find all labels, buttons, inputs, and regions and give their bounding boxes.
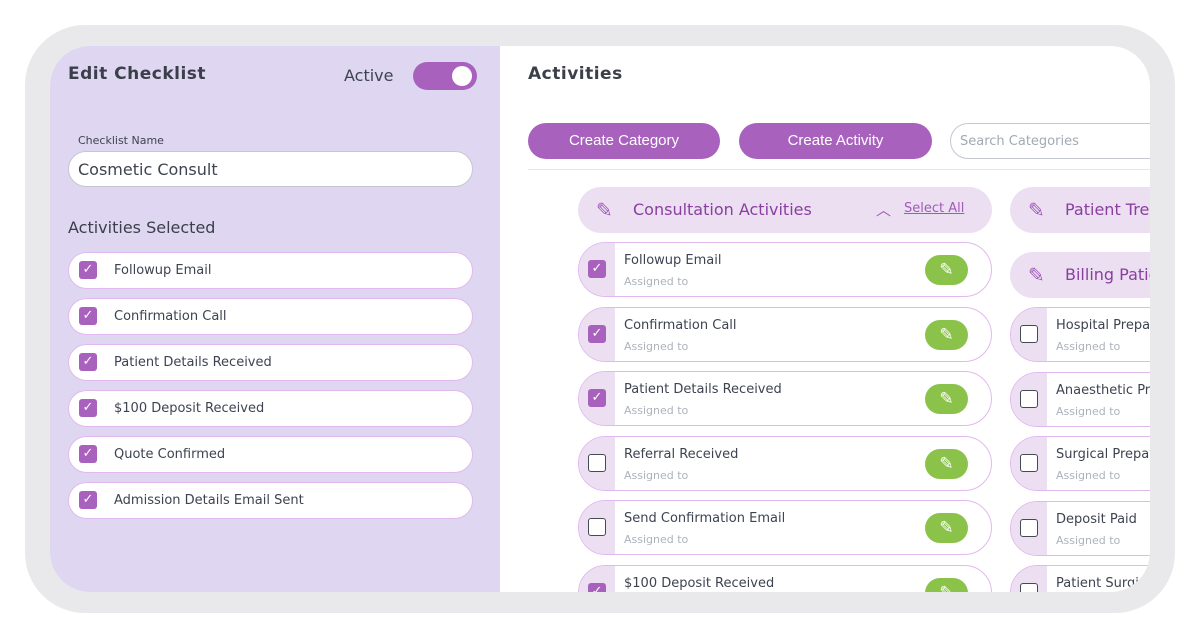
selected-activity-label: $100 Deposit Received — [114, 401, 265, 416]
edit-pencil-icon[interactable]: ✎ — [925, 384, 968, 414]
pencil-icon[interactable]: ✎ — [596, 198, 613, 222]
category-header[interactable]: ✎ Consultation Activities ︿ Select All — [578, 187, 992, 233]
divider — [528, 169, 1150, 170]
activity-row[interactable]: Deposit Paid Assigned to — [1010, 500, 1150, 556]
assigned-to-label: Assigned to — [624, 404, 689, 417]
category-header[interactable]: ✎ Patient Treatment — [1010, 187, 1150, 233]
select-all-link[interactable]: Select All — [904, 201, 965, 216]
active-label: Active — [344, 66, 394, 85]
assigned-to-label: Assigned to — [1056, 469, 1121, 482]
checkbox-checked-icon[interactable]: ✓ — [79, 307, 97, 325]
checkbox-checked-icon[interactable]: ✓ — [588, 324, 606, 343]
edit-pencil-icon[interactable]: ✎ — [925, 319, 968, 350]
checkbox-checked-icon[interactable]: ✓ — [79, 491, 97, 509]
activity-name: Send Confirmation Email — [624, 511, 786, 526]
activity-row[interactable]: Send Confirmation Email Assigned to ✎ — [578, 500, 992, 555]
checkbox-unchecked-icon[interactable] — [1020, 389, 1038, 408]
assigned-to-label: Assigned to — [1056, 533, 1121, 547]
create-activity-button[interactable]: Create Activity — [739, 123, 932, 159]
checkbox-checked-icon[interactable]: ✓ — [79, 353, 97, 371]
activities-title: Activities — [528, 64, 623, 84]
checkbox-checked-icon[interactable]: ✓ — [79, 445, 97, 463]
selected-activity-item[interactable]: ✓ Patient Details Received — [68, 344, 473, 381]
selected-activity-label: Admission Details Email Sent — [114, 493, 304, 508]
assigned-to-label: Assigned to — [1056, 404, 1121, 418]
assigned-to-label: Assigned to — [624, 468, 689, 482]
selected-activity-label: Followup Email — [114, 263, 212, 278]
selected-activity-item[interactable]: ✓ Confirmation Call — [68, 298, 473, 335]
create-category-button[interactable]: Create Category — [528, 123, 720, 159]
edit-pencil-icon[interactable]: ✎ — [925, 448, 968, 479]
activity-name: Referral Received — [624, 446, 739, 462]
activity-name: Followup Email — [624, 253, 722, 268]
assigned-to-label: Assigned to — [1056, 340, 1121, 353]
assigned-to-label: Assigned to — [624, 275, 689, 288]
selected-activity-item[interactable]: ✓ $100 Deposit Received — [68, 390, 473, 427]
activity-name: Anaesthetic Prepayment — [1056, 382, 1150, 398]
checkbox-checked-icon[interactable]: ✓ — [79, 399, 97, 417]
category-name: Billing Patient — [1065, 265, 1150, 284]
panel-title: Edit Checklist — [68, 64, 207, 84]
activities-panel: Activities Create Category Create Activi… — [500, 46, 1150, 592]
selected-activity-item[interactable]: ✓ Quote Confirmed — [68, 436, 473, 473]
checkbox-unchecked-icon[interactable] — [1020, 518, 1038, 537]
pencil-icon[interactable]: ✎ — [1028, 263, 1045, 287]
checkbox-unchecked-icon[interactable] — [1020, 583, 1038, 592]
activity-row[interactable]: ✓ Patient Details Received Assigned to ✎ — [578, 371, 992, 426]
checkbox-checked-icon[interactable]: ✓ — [588, 260, 606, 278]
selected-activity-item[interactable]: ✓ Followup Email — [68, 252, 473, 289]
checkbox-unchecked-icon[interactable] — [588, 518, 606, 536]
active-toggle[interactable] — [413, 62, 477, 90]
activity-name: Patient Surgical Fee — [1056, 576, 1150, 591]
activity-name: Patient Details Received — [624, 382, 782, 397]
activity-name: Surgical Prepayment — [1056, 447, 1150, 462]
chevron-up-icon[interactable]: ︿ — [876, 201, 892, 219]
checklist-card: Edit Checklist Active Checklist Name Act… — [50, 46, 1150, 592]
category-name: Patient Treatment — [1065, 200, 1150, 219]
activity-name: $100 Deposit Received — [624, 575, 775, 591]
checkbox-checked-icon[interactable]: ✓ — [79, 261, 97, 279]
selected-activity-label: Patient Details Received — [114, 355, 272, 370]
edit-checklist-panel: Edit Checklist Active Checklist Name Act… — [50, 46, 500, 592]
category-name: Consultation Activities — [633, 200, 812, 219]
edit-pencil-icon[interactable]: ✎ — [925, 255, 968, 285]
checkbox-unchecked-icon[interactable] — [1020, 325, 1038, 343]
edit-pencil-icon[interactable]: ✎ — [925, 513, 968, 543]
activities-selected-heading: Activities Selected — [68, 218, 216, 237]
activity-name: Deposit Paid — [1056, 511, 1137, 527]
activity-row[interactable]: Anaesthetic Prepayment Assigned to — [1010, 371, 1150, 427]
selected-activity-label: Quote Confirmed — [114, 447, 226, 462]
checklist-name-input[interactable] — [68, 151, 473, 187]
checkbox-unchecked-icon[interactable] — [1020, 454, 1038, 472]
activity-row[interactable]: Hospital Prepayment Assigned to — [1010, 307, 1150, 362]
assigned-to-label: Assigned to — [624, 339, 689, 353]
activity-row[interactable]: Surgical Prepayment Assigned to — [1010, 436, 1150, 491]
checkbox-checked-icon[interactable]: ✓ — [588, 582, 606, 592]
assigned-to-label: Assigned to — [624, 533, 689, 546]
activity-name: Confirmation Call — [624, 317, 737, 333]
activity-row[interactable]: Referral Received Assigned to ✎ — [578, 435, 992, 491]
checklist-name-label: Checklist Name — [78, 134, 164, 147]
selected-activity-label: Confirmation Call — [114, 309, 227, 324]
search-categories-input[interactable] — [950, 123, 1150, 159]
selected-activity-item[interactable]: ✓ Admission Details Email Sent — [68, 482, 473, 519]
category-header[interactable]: ✎ Billing Patient — [1010, 252, 1150, 298]
activity-row[interactable]: Patient Surgical FeeAssigned to — [1010, 565, 1150, 592]
edit-pencil-icon[interactable]: ✎ — [925, 577, 968, 592]
pencil-icon[interactable]: ✎ — [1028, 198, 1045, 222]
activity-row[interactable]: ✓ Followup Email Assigned to ✎ — [578, 242, 992, 297]
checkbox-checked-icon[interactable]: ✓ — [588, 389, 606, 407]
activity-row[interactable]: ✓ Confirmation Call Assigned to ✎ — [578, 306, 992, 362]
activity-name: Hospital Prepayment — [1056, 318, 1150, 333]
checkbox-unchecked-icon[interactable] — [588, 453, 606, 472]
